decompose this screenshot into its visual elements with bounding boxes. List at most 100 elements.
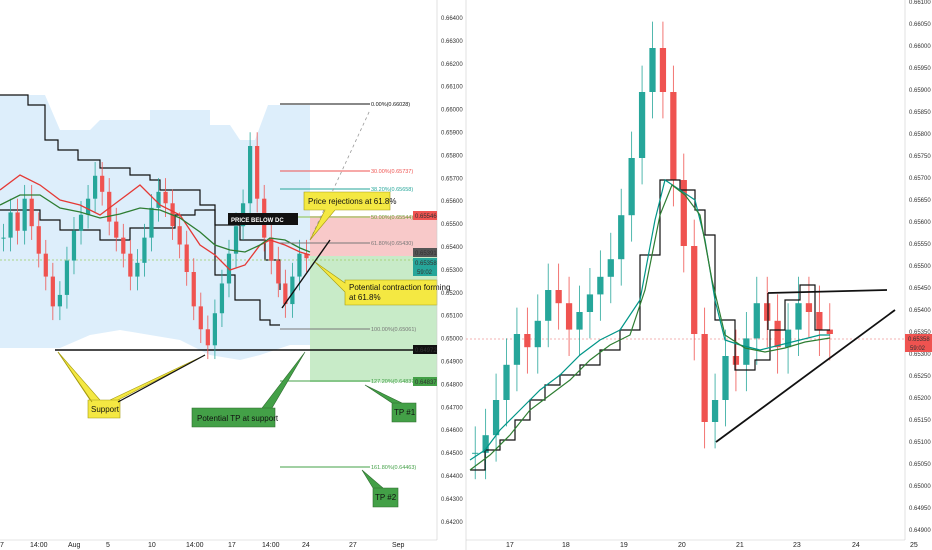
- price-tag-0: [413, 211, 437, 220]
- price-axis-tick: 0.66200: [441, 62, 463, 68]
- triangle-top-line: [767, 289, 888, 294]
- left-candles: [1, 132, 309, 360]
- price-below-dc-tag: [228, 213, 298, 225]
- price-axis-tick: 0.64900: [441, 360, 463, 366]
- price-axis-tick: 0.66100: [441, 85, 463, 91]
- price-axis-tick: 0.65100: [441, 314, 463, 320]
- candle-body: [50, 276, 55, 307]
- price-tag-3-text: 59:02: [417, 270, 433, 276]
- price-axis-tick: 0.65300: [909, 352, 931, 358]
- right-price-tag-0: [905, 334, 932, 343]
- fib-label-38: 38.20%(0.65658): [371, 187, 413, 193]
- candle-body: [149, 207, 154, 238]
- price-axis-tick: 0.65850: [909, 110, 931, 116]
- candle-body: [114, 221, 119, 238]
- candle-body: [565, 303, 573, 330]
- right-ma-teal: [469, 179, 830, 461]
- candle-body: [29, 198, 34, 227]
- candle-body: [163, 191, 168, 204]
- price-axis-tick: 0.65750: [909, 154, 931, 160]
- price-axis-tick: 0.65200: [441, 291, 463, 297]
- candle-body: [36, 226, 41, 254]
- candle-body: [198, 306, 203, 330]
- candle-body: [784, 329, 792, 348]
- price-axis-tick: 0.65100: [909, 440, 931, 446]
- price-tag-1-text: 0.65391: [415, 251, 437, 257]
- price-tag-1: [413, 248, 437, 257]
- time-axis-tick: Aug: [68, 542, 81, 549]
- candle-body: [219, 283, 225, 314]
- candle-body: [618, 215, 625, 260]
- contraction-text-line1: Potential contraction forming: [349, 283, 450, 292]
- price-tag-2: [413, 258, 437, 267]
- candle-body: [191, 272, 196, 307]
- time-axis-tick: 27: [349, 542, 357, 549]
- candle-body: [177, 226, 182, 245]
- candle-body: [764, 303, 771, 321]
- candle-body: [607, 259, 614, 277]
- candle-body: [649, 48, 656, 92]
- candle-body: [472, 452, 479, 454]
- candle-body: [15, 212, 20, 231]
- candle-body: [184, 244, 189, 272]
- right-price-tag-0-text: 0.65358: [908, 337, 930, 343]
- right-chart-panel: 0.66100 0.66050 0.66000 0.65950 0.65900 0.658…: [466, 0, 932, 549]
- price-axis-tick: 0.65650: [909, 198, 931, 204]
- price-axis-tick: 0.65350: [909, 330, 931, 336]
- candle-body: [64, 260, 70, 295]
- price-axis-tick: 0.64200: [441, 520, 463, 526]
- tp1-callout: [364, 384, 417, 423]
- contraction-text-line2: at 61.8%: [349, 293, 381, 302]
- time-axis-tick: 14:00: [186, 542, 204, 549]
- price-axis-tick: 0.65000: [441, 337, 463, 343]
- price-axis-tick: 0.64300: [441, 497, 463, 503]
- price-axis-tick: 0.65700: [441, 176, 463, 182]
- candle-body: [805, 303, 813, 312]
- candle-body: [722, 356, 729, 400]
- candle-body: [743, 338, 750, 365]
- right-price-tag-1: [905, 343, 932, 352]
- candle-body: [212, 313, 217, 346]
- candle-body: [135, 262, 140, 277]
- candle-body: [290, 276, 295, 305]
- time-axis-tick: 19: [620, 542, 628, 549]
- price-axis-tick: 0.66400: [441, 16, 463, 22]
- candle-body: [503, 364, 510, 400]
- potential-tp-text: Potential TP at support: [197, 414, 279, 423]
- time-axis-tick: 24: [302, 542, 310, 549]
- candle-body: [597, 276, 604, 295]
- donchian-lower-line: [0, 209, 280, 326]
- price-axis-tick: 0.65150: [909, 418, 931, 424]
- price-axis-tick: 0.65800: [441, 153, 463, 159]
- candle-body: [297, 253, 302, 277]
- candle-body: [283, 283, 288, 305]
- fib-label-30: 30.00%(0.65737): [371, 169, 413, 175]
- candle-body: [8, 212, 13, 238]
- candle-body: [711, 400, 719, 422]
- price-axis-tick: 0.65700: [909, 176, 931, 182]
- price-axis-tick: 0.65600: [441, 199, 463, 205]
- price-axis-tick: 0.65950: [909, 66, 931, 72]
- fib-label-161: 161.80%(0.64463): [371, 465, 416, 471]
- triangle-bottom-line: [715, 309, 896, 443]
- right-price-axis: 0.66100 0.66050 0.66000 0.65950 0.65900 0.658…: [909, 0, 931, 534]
- time-axis-tick: 23: [793, 542, 801, 549]
- price-axis-tick: 0.65800: [909, 132, 931, 138]
- left-price-axis: 0.66400 0.66300 0.66200 0.66100 0.66000 0.659…: [441, 16, 463, 526]
- candle-body: [43, 253, 48, 277]
- candle-body: [269, 237, 274, 261]
- price-axis-tick: 0.65550: [909, 242, 931, 248]
- candle-body: [638, 92, 646, 158]
- candle-body: [93, 175, 98, 199]
- moving-average-red: [0, 174, 311, 271]
- fib-label-50: 50.00%(0.65544): [371, 215, 413, 221]
- potential-tp-callout: [191, 351, 306, 428]
- candle-body: [233, 226, 239, 254]
- time-axis-tick: Sep: [392, 542, 405, 549]
- candle-body: [628, 158, 635, 216]
- price-rejections-callout: [303, 191, 391, 241]
- time-axis-tick: 24: [852, 542, 860, 549]
- candle-body: [156, 191, 161, 208]
- right-candles: [472, 21, 833, 480]
